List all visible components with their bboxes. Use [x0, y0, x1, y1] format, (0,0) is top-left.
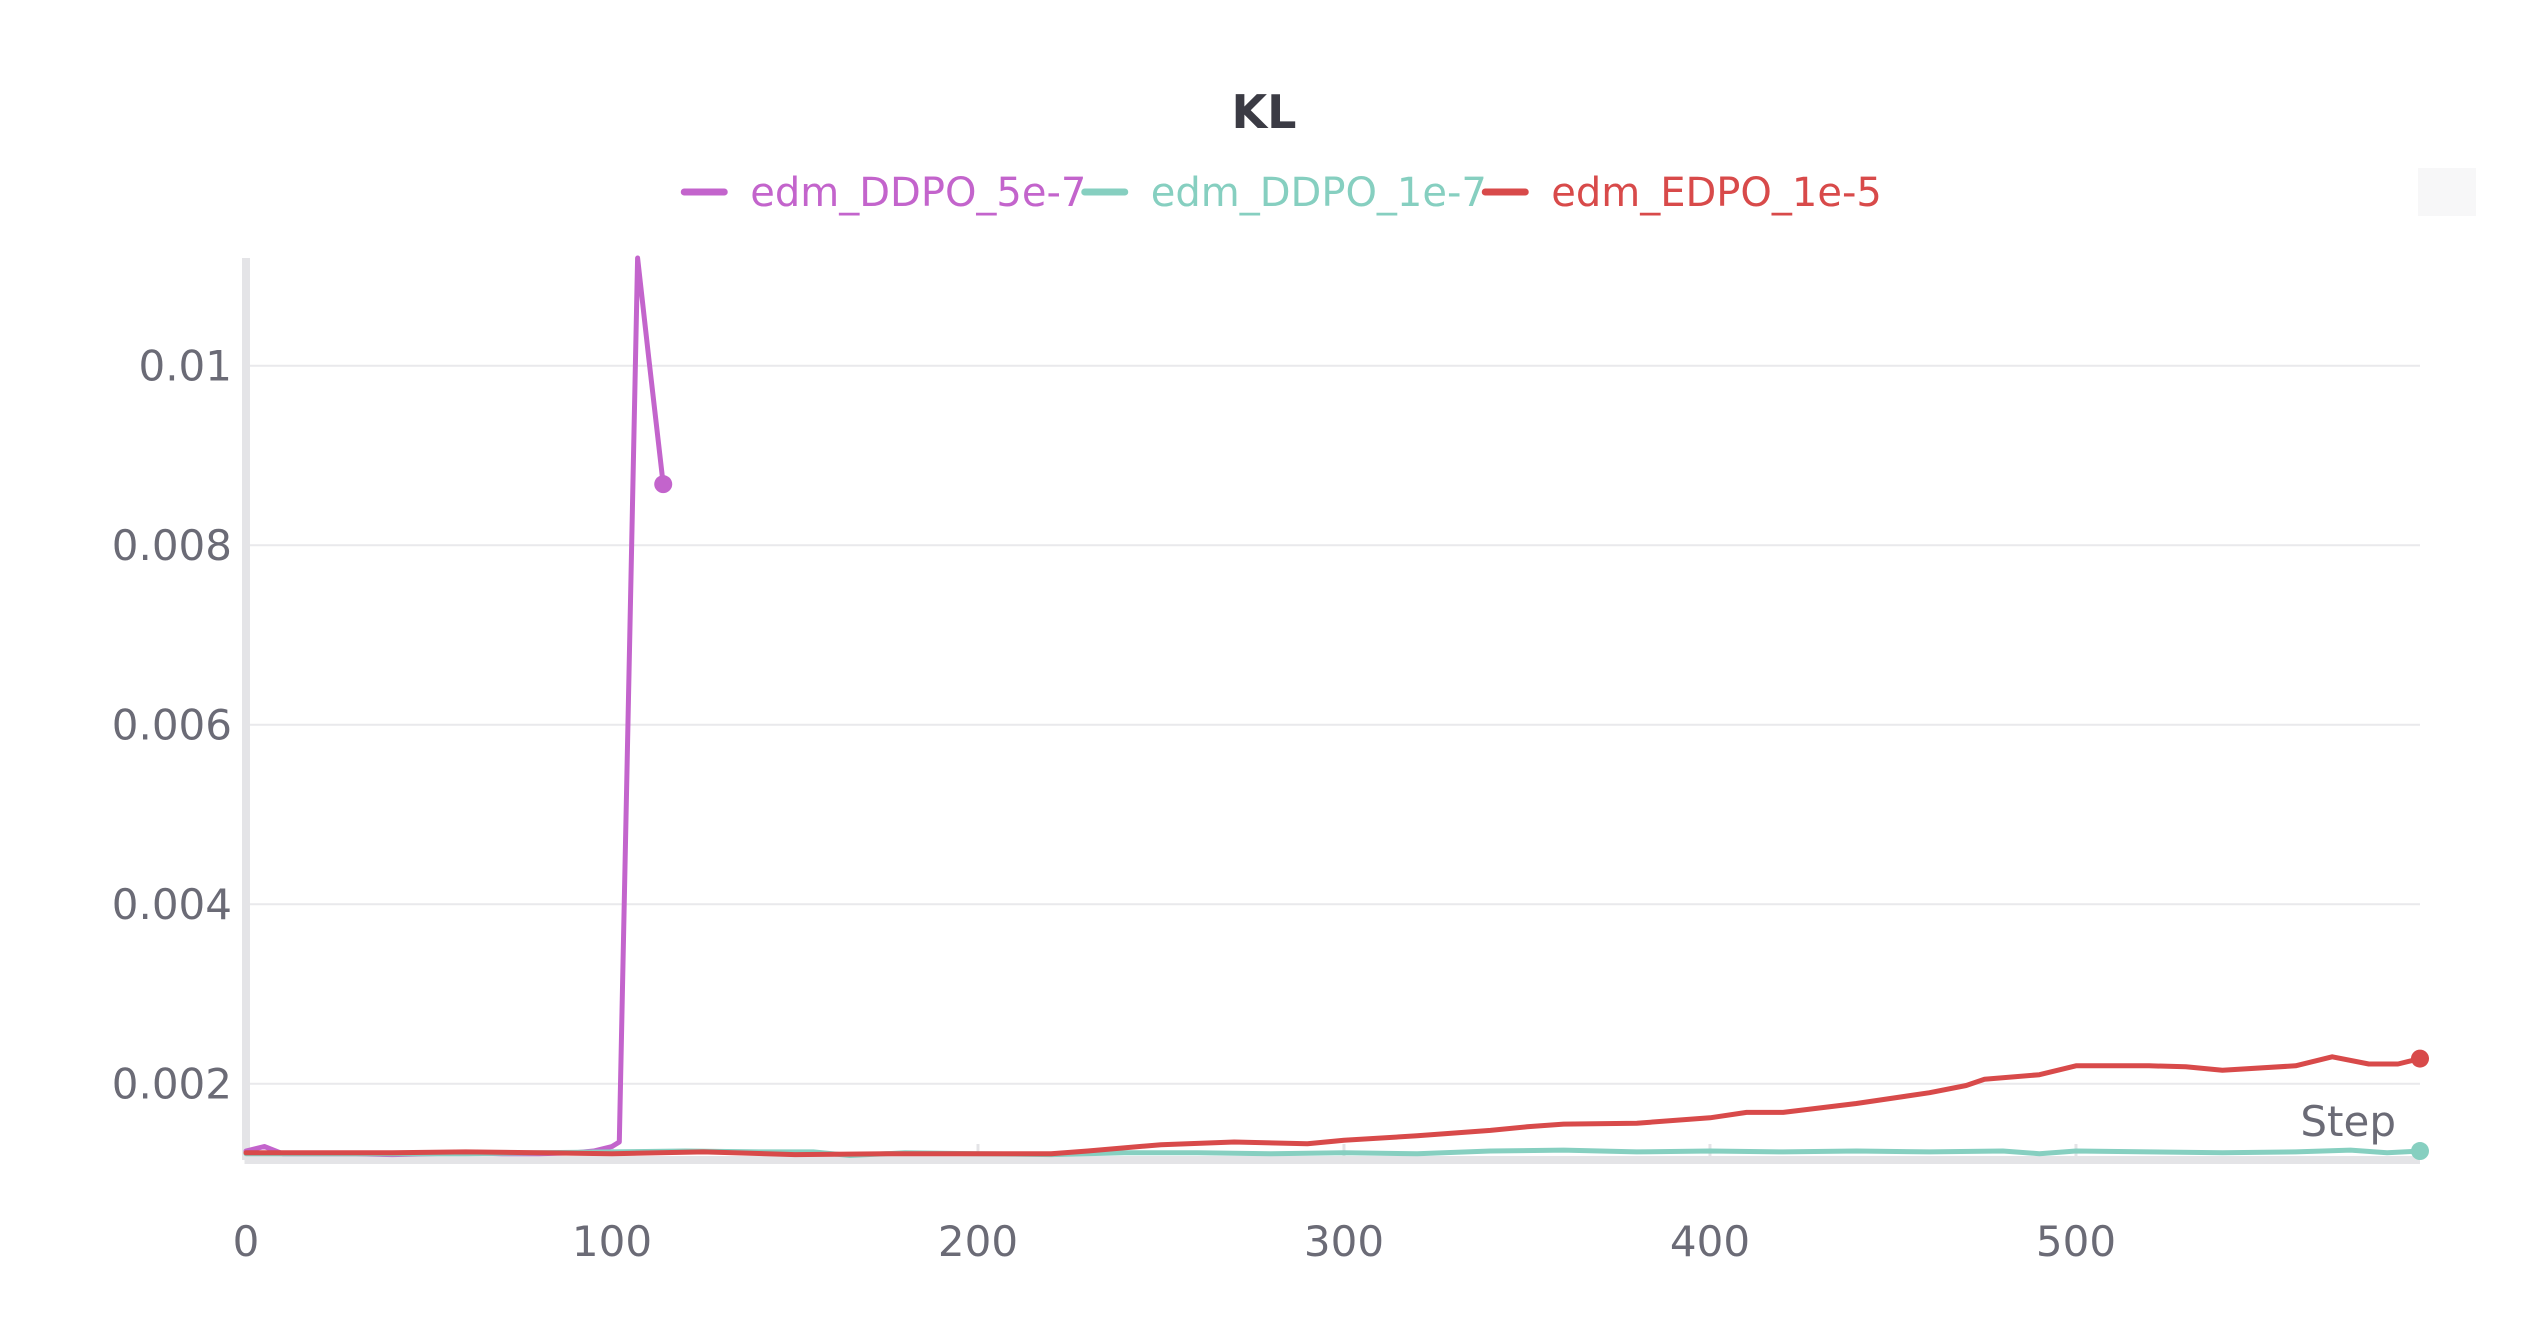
- x-tick-label: 300: [1304, 1217, 1384, 1266]
- legend-label: edm_EDPO_1e-5: [1551, 170, 1882, 216]
- x-tick-label: 200: [938, 1217, 1018, 1266]
- y-tick-label: 0.004: [112, 880, 232, 929]
- x-axis-label: Step: [2300, 1097, 2396, 1146]
- series-end-point-edm_DDPO_1e-7: [2411, 1142, 2429, 1161]
- legend-overflow-button[interactable]: [2418, 168, 2476, 216]
- legend-label: edm_DDPO_5e-7: [750, 170, 1086, 216]
- plot-area: [243, 255, 2429, 1161]
- axes: 0.002 0.004 0.006 0.008 0.01 0 100 200 300 400 500: [112, 258, 2420, 1266]
- x-tick-label: 500: [2036, 1217, 2116, 1266]
- legend-item-edm_DDPO_5e-7[interactable]: edm_DDPO_5e-7: [680, 170, 1086, 216]
- y-tick-label: 0.008: [112, 521, 232, 570]
- grid: [246, 364, 2420, 1085]
- legend-item-edm_DDPO_1e-7[interactable]: edm_DDPO_1e-7: [1081, 170, 1487, 216]
- chart-title: KL: [1232, 85, 1297, 139]
- series-line-edm_EDPO_1e-5: [243, 1054, 2423, 1158]
- legend: edm_DDPO_5e-7 edm_DDPO_1e-7 edm_EDPO_1e-5: [680, 170, 1882, 216]
- x-tick-label: 400: [1670, 1217, 1750, 1266]
- series-end-point-edm_EDPO_1e-5: [2411, 1049, 2429, 1068]
- y-tick-label: 0.002: [112, 1060, 232, 1109]
- legend-item-edm_EDPO_1e-5[interactable]: edm_EDPO_1e-5: [1481, 170, 1882, 216]
- x-tick-label: 100: [572, 1217, 652, 1266]
- legend-label: edm_DDPO_1e-7: [1151, 170, 1487, 216]
- series-end-point-edm_DDPO_5e-7: [654, 475, 673, 494]
- x-tick-label: 0: [233, 1217, 260, 1266]
- series-line-edm_DDPO_5e-7: [243, 255, 666, 1158]
- y-tick-label: 0.006: [112, 701, 232, 750]
- y-tick-label: 0.01: [138, 342, 232, 391]
